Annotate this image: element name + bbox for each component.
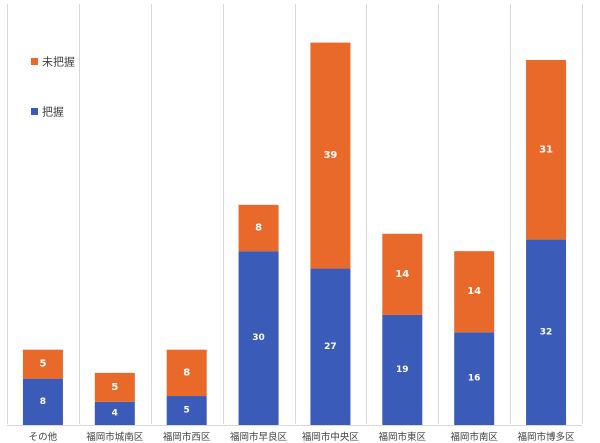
x-tick-label: 福岡市博多区 xyxy=(518,431,576,443)
x-tick-label: 福岡市早良区 xyxy=(230,431,288,443)
bar-segment-mihaaku xyxy=(22,349,63,379)
data-label: 5 xyxy=(111,382,118,393)
data-label: 5 xyxy=(39,359,46,370)
bar-segment-mihaaku xyxy=(166,349,207,397)
bar-segment-haaku xyxy=(94,401,135,425)
x-tick-label: 福岡市南区 xyxy=(450,431,498,443)
bar-segment-haaku xyxy=(22,378,63,425)
x-tick-label: 福岡市東区 xyxy=(379,431,427,443)
data-label: 4 xyxy=(112,408,118,418)
data-label: 14 xyxy=(395,269,409,280)
x-tick-label: 福岡市中央区 xyxy=(302,431,360,443)
data-label: 30 xyxy=(252,333,265,343)
chart-data-labels: 8 5 4 5 5 8 30 8 27 39 19 14 16 14 32 31 xyxy=(39,144,553,418)
bar-segment-haaku xyxy=(166,396,207,425)
bar-segment-haaku xyxy=(382,314,423,425)
x-tick-label: 福岡市城南区 xyxy=(86,431,144,443)
bar-segment-haaku xyxy=(238,251,279,425)
data-label: 8 xyxy=(183,367,190,378)
chart-bars xyxy=(22,42,567,425)
data-label: 31 xyxy=(539,144,553,155)
data-label: 8 xyxy=(40,397,46,407)
data-label: 39 xyxy=(323,150,337,161)
x-tick-label: その他 xyxy=(29,431,58,443)
bar-segment-mihaaku xyxy=(238,204,279,252)
bar-segment-mihaaku xyxy=(454,251,495,333)
data-label: 32 xyxy=(540,327,553,337)
x-tick-label: 福岡市西区 xyxy=(163,431,211,443)
bar-segment-haaku xyxy=(526,239,567,425)
legend-label: 未把握 xyxy=(42,55,75,69)
data-label: 19 xyxy=(396,365,409,375)
legend-swatch xyxy=(31,58,38,65)
chart-gridlines xyxy=(7,4,583,426)
data-label: 8 xyxy=(255,223,262,234)
bar-segment-mihaaku xyxy=(310,42,351,269)
x-axis-tick-labels: その他 福岡市城南区 福岡市西区 福岡市早良区 福岡市中央区 福岡市東区 福岡市南区 福岡市博… xyxy=(29,431,575,443)
bar-segment-mihaaku xyxy=(526,59,567,240)
bar-segment-mihaaku xyxy=(94,372,135,402)
legend-label: 把握 xyxy=(42,105,64,119)
bar-segment-haaku xyxy=(310,268,351,425)
data-label: 14 xyxy=(467,286,481,297)
data-label: 5 xyxy=(184,406,190,416)
legend-swatch xyxy=(31,108,38,115)
bar-segment-haaku xyxy=(454,332,495,425)
bar-segment-mihaaku xyxy=(382,233,423,315)
data-label: 27 xyxy=(324,342,337,352)
data-label: 16 xyxy=(468,374,481,384)
